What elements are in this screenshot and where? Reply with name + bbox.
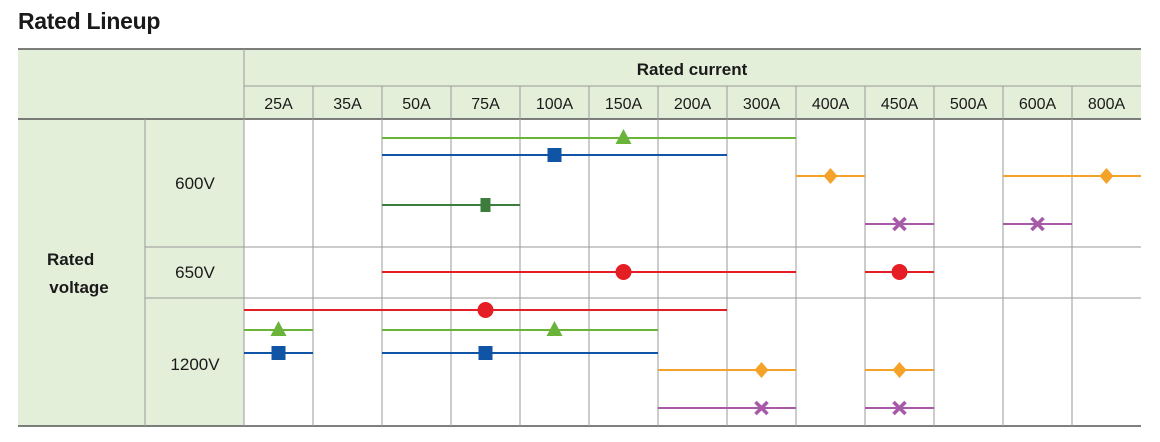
diamond-marker — [1099, 168, 1114, 184]
series-1200v-square-series-b — [382, 346, 658, 360]
series-600v-diamond-series-a — [796, 168, 865, 184]
cross-marker — [1030, 216, 1045, 232]
square-marker — [480, 198, 491, 212]
current-label-100a: 100A — [536, 96, 574, 113]
series-600v-cross-series-a — [865, 216, 934, 232]
series-600v-diamond-series-b — [1003, 168, 1141, 184]
circle-marker — [891, 264, 908, 280]
voltage-label-600v: 600V — [175, 174, 215, 193]
current-label-35a: 35A — [333, 96, 362, 113]
series-1200v-square-series-a — [244, 346, 313, 360]
diamond-marker — [754, 362, 769, 378]
series-1200v-circle-series — [244, 302, 727, 318]
cross-marker — [892, 216, 907, 232]
series-1200v-cross-series-b — [865, 400, 934, 416]
series-lines — [244, 129, 1141, 416]
series-1200v-triangle-series-a — [244, 321, 313, 336]
current-label-600a: 600A — [1019, 96, 1057, 113]
voltage-label-1200v: 1200V — [170, 355, 220, 374]
current-label-150a: 150A — [605, 96, 643, 113]
rated-voltage-label: Rated voltage — [47, 250, 109, 297]
series-650v-circle-series-a — [382, 264, 796, 280]
current-label-450a: 450A — [881, 96, 919, 113]
page-title: Rated Lineup — [18, 8, 161, 34]
square-marker — [271, 346, 286, 360]
current-label-50a: 50A — [402, 96, 431, 113]
cross-marker — [892, 400, 907, 416]
square-marker — [478, 346, 493, 360]
square-marker — [547, 148, 562, 162]
series-1200v-cross-series-a — [658, 400, 796, 416]
voltage-label-650v: 650V — [175, 263, 215, 282]
current-label-400a: 400A — [812, 96, 850, 113]
header-background — [18, 49, 1141, 426]
series-1200v-diamond-series-b — [865, 362, 934, 378]
voltage-row-labels: 600V 650V 1200V — [170, 174, 220, 374]
current-label-500a: 500A — [950, 96, 988, 113]
current-column-labels: 25A 35A 50A 75A 100A 150A 200A 300A 400A 450A 500A… — [264, 96, 1125, 113]
series-650v-circle-series-b — [865, 264, 934, 280]
series-600v-triangle-series — [382, 129, 796, 144]
current-label-800a: 800A — [1088, 96, 1126, 113]
header-row-bg — [18, 49, 1141, 119]
series-600v-small-square-series — [382, 198, 520, 212]
current-label-200a: 200A — [674, 96, 712, 113]
cross-marker — [754, 400, 769, 416]
series-600v-square-series — [382, 148, 727, 162]
triangle-marker — [615, 129, 632, 144]
circle-marker — [477, 302, 494, 318]
diamond-marker — [823, 168, 838, 184]
rated-current-label: Rated current — [637, 60, 748, 79]
row-header-bg — [18, 119, 244, 426]
series-1200v-triangle-series-b — [382, 321, 658, 336]
current-label-25a: 25A — [264, 96, 293, 113]
triangle-marker — [546, 321, 563, 336]
circle-marker — [615, 264, 632, 280]
triangle-marker — [270, 321, 287, 336]
current-label-300a: 300A — [743, 96, 781, 113]
series-600v-cross-series-b — [1003, 216, 1072, 232]
current-label-75a: 75A — [471, 96, 500, 113]
diamond-marker — [892, 362, 907, 378]
series-1200v-diamond-series-a — [658, 362, 796, 378]
